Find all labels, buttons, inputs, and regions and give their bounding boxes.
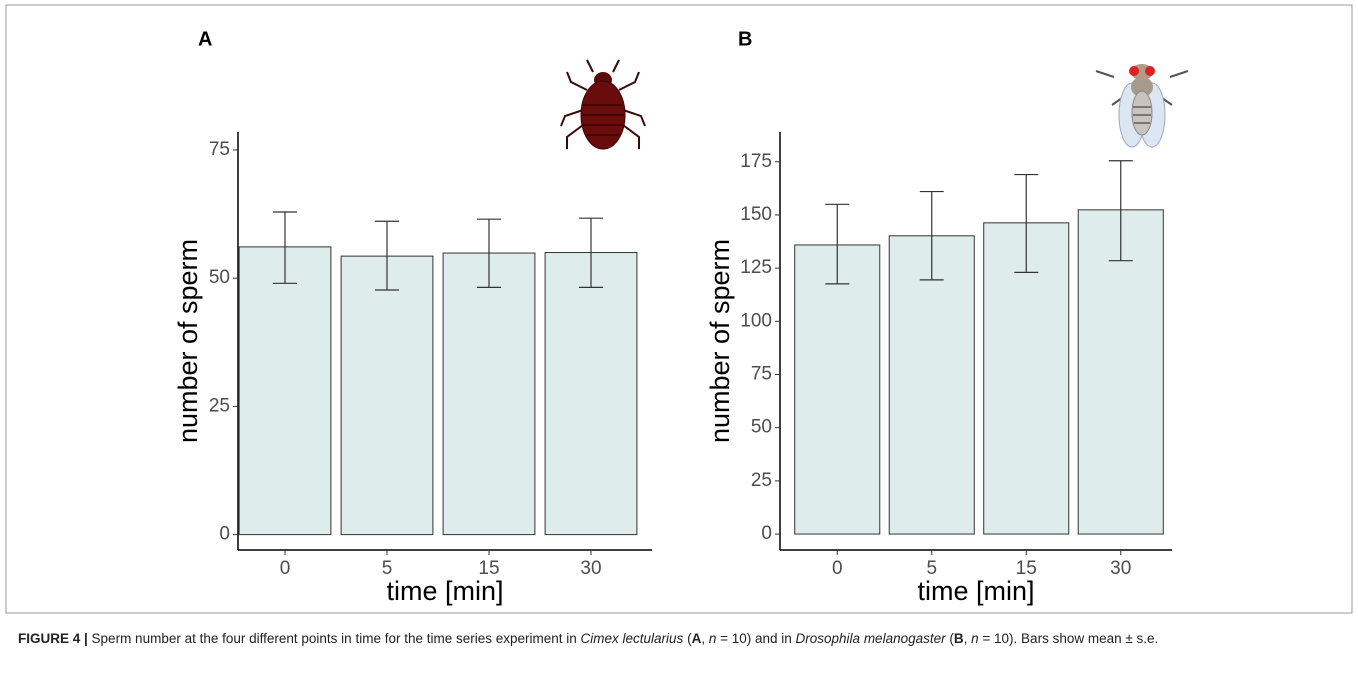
- caption-run: (: [683, 631, 692, 646]
- caption-run: B: [953, 631, 964, 646]
- error-bar: [1014, 173, 1039, 273]
- error-bar: [579, 217, 603, 289]
- caption-run: = 10) and in: [716, 631, 796, 646]
- caption-run: Drosophila melanogaster: [795, 631, 946, 646]
- y-tick-label: 25: [751, 470, 772, 491]
- panel-label: A: [198, 28, 212, 50]
- caption-run: ,: [701, 631, 709, 646]
- y-tick-label: 75: [751, 364, 772, 385]
- x-tick-label: 30: [580, 558, 601, 579]
- error-bar: [477, 218, 501, 289]
- y-tick-label: 150: [740, 204, 772, 225]
- error-bar: [919, 190, 944, 281]
- caption-run: Sperm number at the four different point…: [87, 631, 581, 646]
- x-tick-label: 0: [832, 558, 843, 579]
- x-tick-label: 5: [382, 558, 393, 579]
- x-tick-label: 15: [1016, 558, 1037, 579]
- caption-run: FIGURE 4 |: [18, 631, 88, 646]
- y-tick-label: 50: [751, 417, 772, 438]
- bar: [794, 244, 881, 535]
- x-axis-title: time [min]: [917, 576, 1034, 606]
- error-bar: [273, 211, 297, 284]
- y-tick-label: 25: [209, 395, 230, 416]
- bar: [340, 255, 434, 536]
- bar: [238, 246, 332, 536]
- bar: [544, 252, 638, 536]
- caption-run: A: [691, 631, 702, 646]
- y-tick-label: 125: [740, 257, 772, 278]
- fly-icon: [1095, 64, 1189, 148]
- error-bar: [375, 220, 399, 291]
- error-bar: [1108, 160, 1133, 262]
- caption-run: (: [945, 631, 954, 646]
- bar: [442, 252, 536, 536]
- y-tick-label: 100: [740, 310, 772, 331]
- y-tick-label: 50: [209, 267, 230, 288]
- x-tick-label: 5: [926, 558, 937, 579]
- bar: [1077, 209, 1164, 535]
- y-tick-label: 0: [219, 524, 230, 545]
- x-tick-label: 30: [1110, 558, 1131, 579]
- caption-run: n: [708, 631, 717, 646]
- y-axis-title: number of sperm: [173, 239, 203, 443]
- x-tick-label: 15: [478, 558, 499, 579]
- y-axis-title: number of sperm: [705, 239, 735, 443]
- panel-label: B: [738, 28, 752, 50]
- x-axis-title: time [min]: [386, 576, 503, 606]
- y-tick-label: 75: [209, 139, 230, 160]
- y-tick-label: 0: [761, 523, 772, 544]
- caption-run: ,: [963, 631, 972, 646]
- bar: [983, 222, 1070, 535]
- bar: [888, 235, 975, 535]
- caption-run: = 10). Bars show mean ± s.e.: [978, 631, 1159, 646]
- bedbug-icon: [560, 59, 646, 150]
- caption-run: Cimex lectularius: [580, 631, 684, 646]
- frame: [5, 4, 1353, 614]
- x-tick-label: 0: [280, 558, 291, 579]
- caption-run: n: [971, 631, 979, 646]
- y-tick-label: 175: [740, 151, 772, 172]
- caption: FIGURE 4 | Sperm number at the four diff…: [18, 626, 1338, 652]
- error-bar: [825, 203, 850, 285]
